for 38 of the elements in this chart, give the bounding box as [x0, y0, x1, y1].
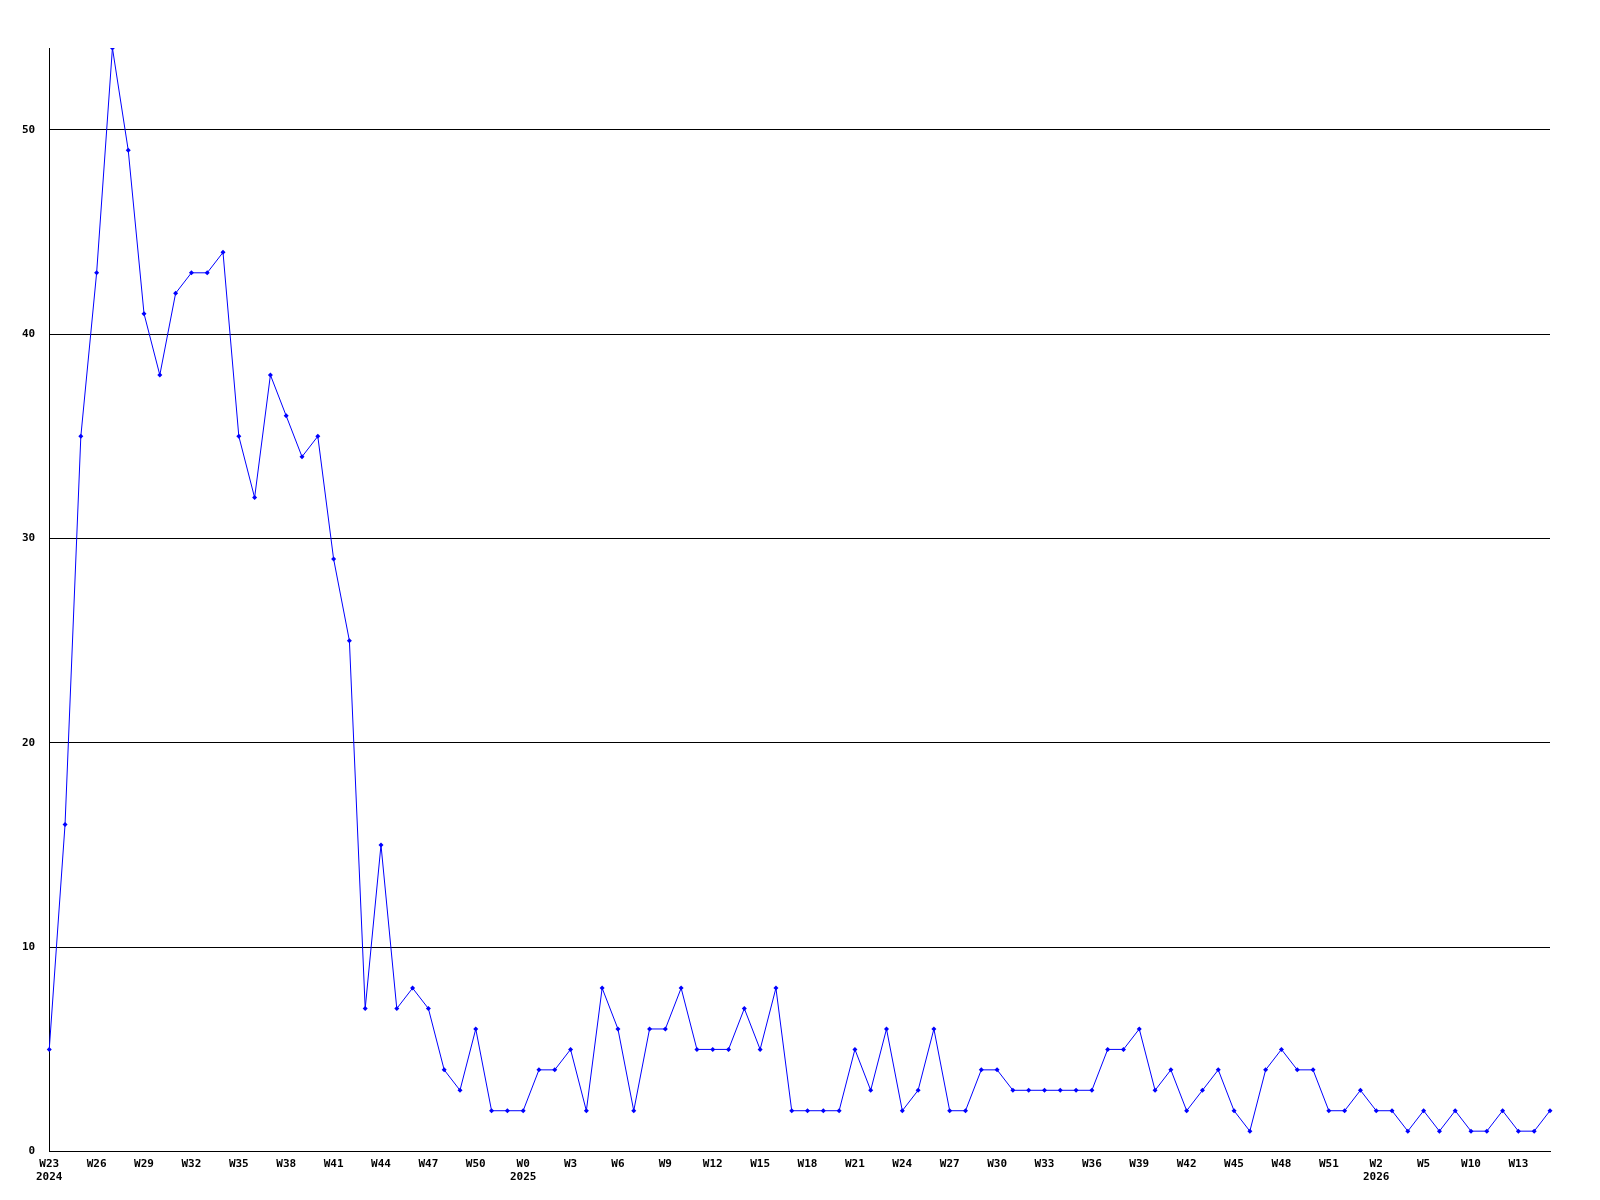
x-tick-label: W44 — [371, 1157, 392, 1171]
x-tick-label: W21 — [844, 1157, 866, 1171]
x-tick-label: W48 — [1271, 1157, 1292, 1171]
y-tick-label: 30 — [22, 531, 36, 545]
x-tick-label: W47 — [418, 1157, 439, 1171]
x-tick-label: W23 2024 — [36, 1157, 63, 1184]
x-tick-label: W5 — [1417, 1157, 1431, 1171]
x-tick-label: W35 — [228, 1157, 249, 1171]
x-tick-label: W30 — [987, 1157, 1008, 1171]
x-tick-label: W33 — [1034, 1157, 1055, 1171]
x-tick-label: W26 — [86, 1157, 107, 1171]
y-tick-label: 40 — [22, 326, 36, 340]
y-tick-label: 50 — [22, 122, 36, 136]
x-tick-label: W41 — [323, 1157, 344, 1171]
x-tick-label: W39 — [1129, 1157, 1150, 1171]
x-tick-label: W38 — [276, 1157, 297, 1171]
x-tick-label: W24 — [892, 1157, 913, 1171]
x-tick-label: W29 — [134, 1157, 154, 1171]
x-tick-label: W32 — [181, 1157, 202, 1171]
x-tick-label: W27 — [939, 1157, 960, 1171]
x-tick-label: W15 — [750, 1157, 771, 1171]
x-tick-label: W3 — [563, 1157, 578, 1171]
y-tick-label: 20 — [22, 735, 36, 749]
x-tick-label: W50 — [465, 1157, 486, 1171]
x-tick-label: W0 2025 — [509, 1157, 537, 1184]
x-tick-label: W42 — [1176, 1157, 1197, 1171]
x-tick-label: W2 2026 — [1362, 1157, 1390, 1184]
x-tick-label: W45 — [1224, 1157, 1244, 1171]
y-tick-label: 10 — [22, 940, 36, 954]
x-tick-label: W12 — [702, 1157, 723, 1171]
x-tick-label: W18 — [797, 1157, 818, 1171]
x-tick-label: W36 — [1081, 1157, 1103, 1171]
x-tick-label: W6 — [611, 1157, 625, 1171]
x-tick-label: W10 — [1461, 1157, 1481, 1171]
x-tick-label: W13 — [1508, 1157, 1529, 1171]
x-tick-label: W9 — [658, 1157, 672, 1171]
x-tick-label: W51 — [1318, 1157, 1340, 1171]
y-tick-label: 0 — [28, 1144, 36, 1158]
